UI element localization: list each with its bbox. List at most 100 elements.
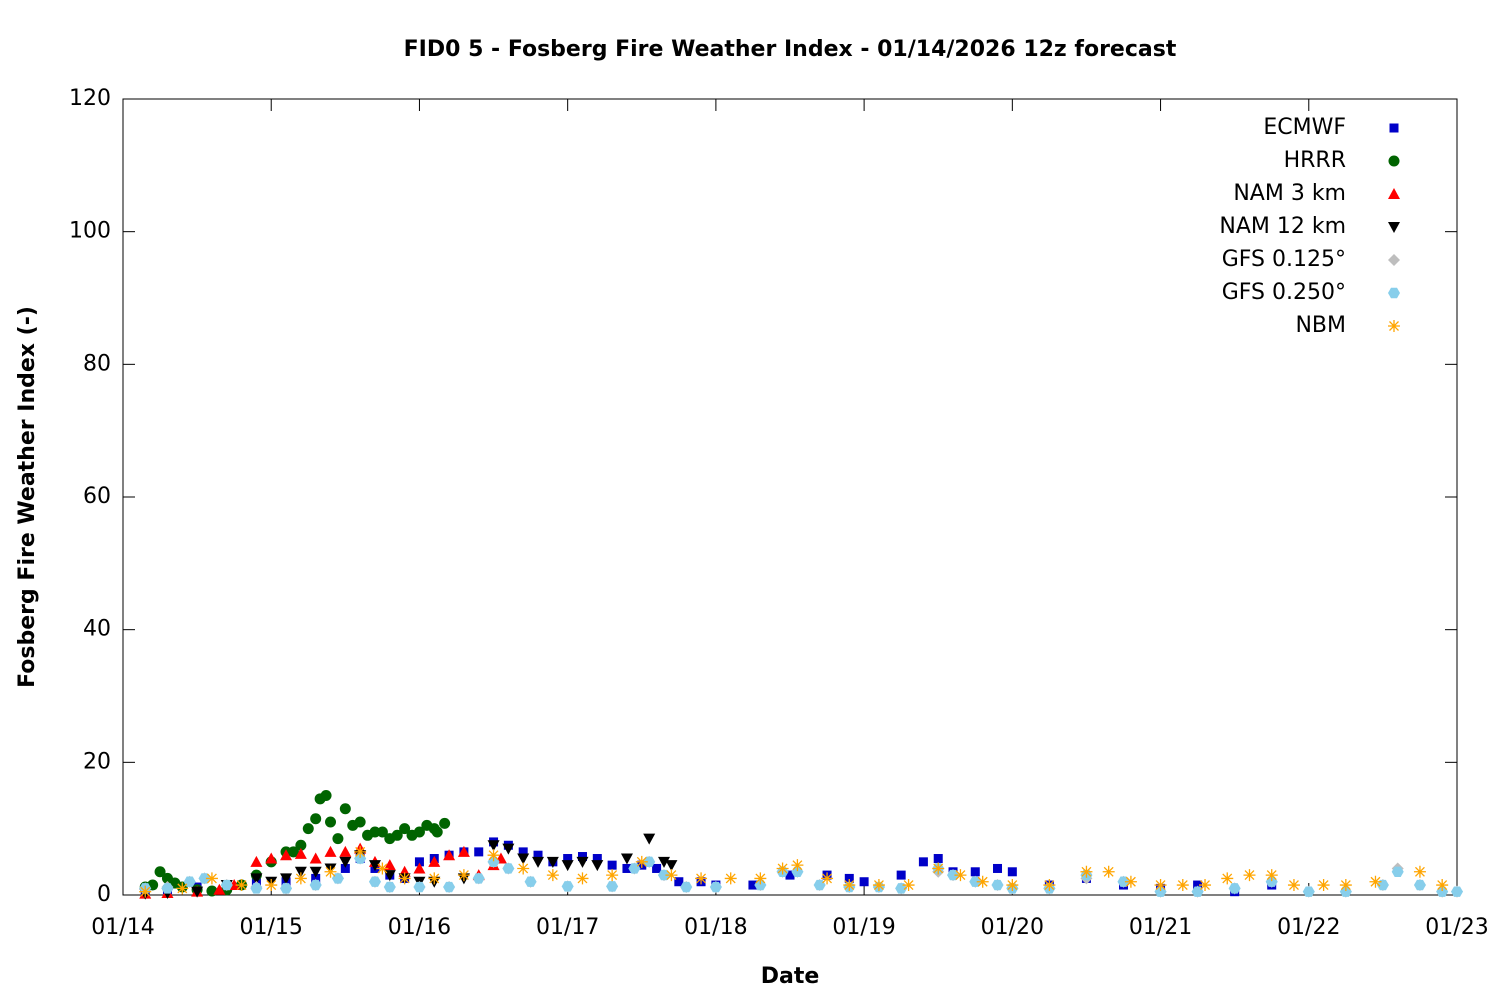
point <box>709 881 722 893</box>
point <box>643 856 656 868</box>
point <box>993 863 1003 873</box>
y-tick-label: 60 <box>83 484 111 509</box>
point <box>368 860 381 872</box>
point <box>376 862 389 875</box>
point <box>622 863 632 873</box>
legend-label: NAM 3 km <box>1233 181 1346 206</box>
point <box>1436 879 1449 892</box>
x-tick-label: 01/16 <box>388 915 451 940</box>
point <box>354 816 366 828</box>
point <box>991 879 1004 891</box>
point <box>821 872 834 885</box>
point <box>1265 876 1278 887</box>
point <box>383 859 396 871</box>
point <box>859 877 869 887</box>
point <box>1413 879 1426 891</box>
point <box>658 869 671 881</box>
x-tick-label: 01/23 <box>1425 915 1488 940</box>
point <box>1117 876 1130 887</box>
point <box>1006 879 1019 892</box>
point <box>139 885 152 898</box>
point <box>591 860 604 872</box>
point <box>428 855 441 867</box>
point <box>606 869 619 882</box>
point <box>428 872 441 885</box>
point <box>310 813 322 825</box>
point <box>1376 879 1389 891</box>
point <box>1102 865 1115 878</box>
legend-label: GFS 0.125° <box>1222 247 1346 272</box>
legend-marker <box>1388 155 1400 167</box>
point <box>1124 875 1137 888</box>
point <box>368 876 381 887</box>
point <box>872 879 885 892</box>
point <box>791 866 804 877</box>
x-axis-label: Date <box>761 964 820 989</box>
point <box>265 879 278 892</box>
point <box>1339 879 1352 892</box>
point <box>970 867 980 877</box>
point <box>431 826 443 838</box>
legend-label: NBM <box>1295 313 1346 338</box>
x-tick-label: 01/15 <box>240 915 303 940</box>
point <box>339 845 352 857</box>
point <box>561 860 574 872</box>
point <box>280 883 293 894</box>
point <box>658 856 671 868</box>
point <box>295 839 307 851</box>
point <box>309 879 322 891</box>
point <box>546 856 559 868</box>
point <box>502 863 515 874</box>
point <box>176 882 189 895</box>
point <box>339 856 352 868</box>
point <box>1193 880 1203 890</box>
point <box>354 853 367 864</box>
point <box>220 879 233 891</box>
point <box>280 849 293 861</box>
legend-label: ECMWF <box>1263 115 1346 140</box>
point <box>1043 879 1056 892</box>
x-tick-label: 01/17 <box>536 915 599 940</box>
point <box>665 860 678 872</box>
point <box>695 872 708 885</box>
point <box>754 872 767 885</box>
point <box>1243 869 1256 882</box>
point <box>1413 865 1426 878</box>
point <box>413 826 425 838</box>
point <box>414 857 424 867</box>
point <box>191 886 204 898</box>
legend-marker <box>1388 254 1400 266</box>
point <box>754 879 767 891</box>
point <box>1451 886 1463 897</box>
point <box>724 872 737 885</box>
point <box>576 872 589 885</box>
point <box>287 846 299 858</box>
point <box>546 869 559 882</box>
point <box>457 869 470 882</box>
point <box>309 866 322 878</box>
point <box>791 859 804 872</box>
point <box>205 872 218 885</box>
point <box>1436 886 1449 897</box>
point <box>325 816 337 828</box>
point <box>785 870 795 880</box>
point <box>324 865 337 878</box>
point <box>443 881 456 893</box>
point <box>844 873 854 883</box>
y-tick-label: 80 <box>83 351 111 376</box>
point <box>517 853 530 865</box>
point <box>439 817 451 829</box>
y-axis-label: Fosberg Fire Weather Index (-) <box>15 306 40 688</box>
point <box>250 883 263 894</box>
point <box>457 845 470 857</box>
point <box>443 849 456 861</box>
x-tick-label: 01/20 <box>981 915 1044 940</box>
point <box>933 854 943 864</box>
legend-marker <box>1388 320 1400 332</box>
point <box>198 873 211 884</box>
x-tick-label: 01/18 <box>684 915 747 940</box>
point <box>674 877 684 887</box>
point <box>235 879 248 892</box>
legend-marker <box>1388 287 1400 299</box>
point <box>340 863 350 873</box>
